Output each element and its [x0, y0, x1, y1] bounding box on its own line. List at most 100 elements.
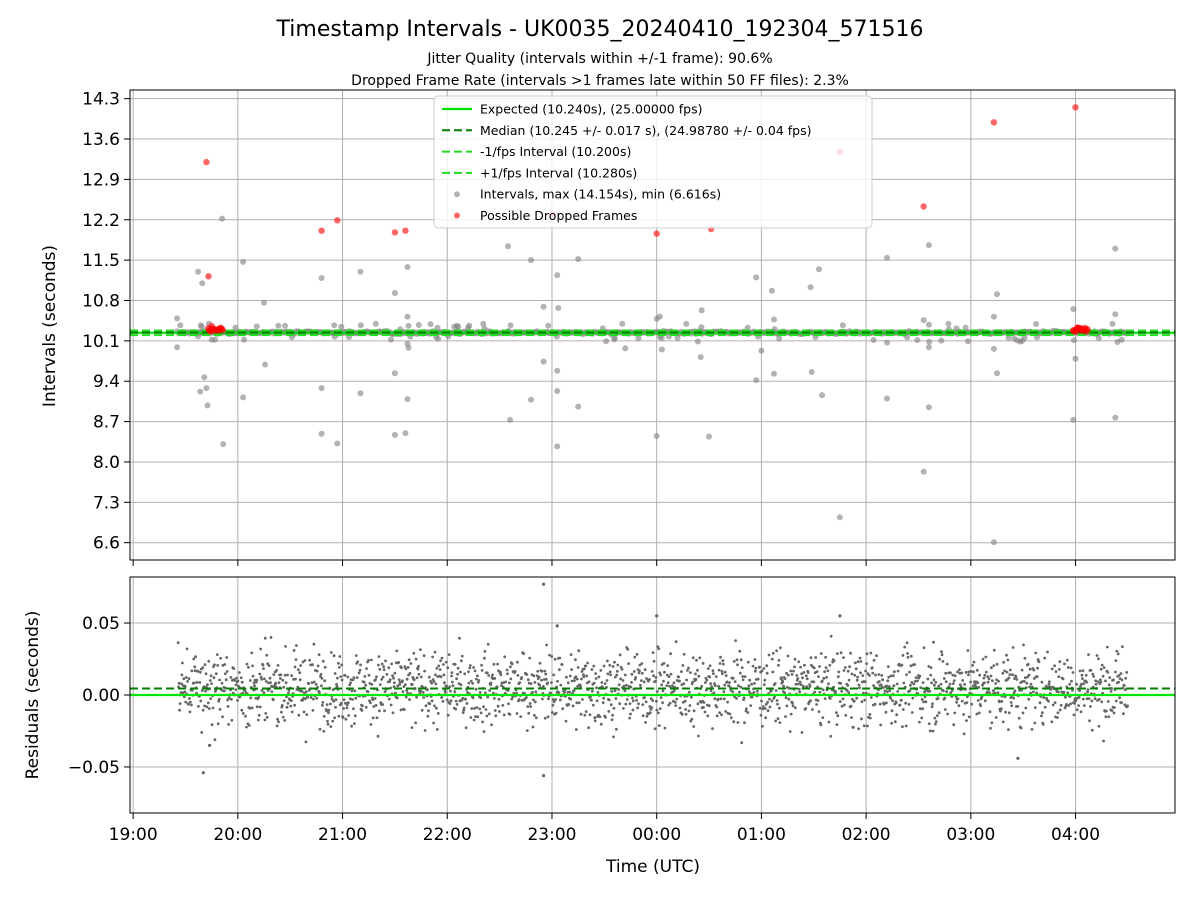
residual-point: [499, 670, 502, 674]
residual-point: [839, 651, 843, 655]
residual-point: [232, 667, 236, 670]
residual-point: [402, 708, 406, 711]
residual-point: [192, 657, 196, 661]
residual-point: [236, 699, 239, 702]
residual-point: [1015, 678, 1019, 681]
residual-point: [195, 691, 198, 695]
residual-point: [701, 662, 705, 665]
residual-point: [1114, 670, 1117, 674]
residual-point: [309, 696, 313, 699]
residual-point: [900, 698, 903, 702]
interval-outlier-point: [203, 385, 210, 392]
residual-point: [592, 681, 596, 685]
residual-point: [886, 679, 890, 683]
residual-point: [946, 712, 949, 716]
residual-point: [487, 712, 491, 716]
residual-point: [370, 683, 374, 686]
residual-point: [258, 672, 262, 676]
residual-point: [280, 704, 284, 707]
residual-point: [791, 702, 794, 705]
residual-point: [370, 658, 373, 662]
residual-point: [847, 691, 851, 695]
residual-point: [332, 699, 336, 703]
residual-point: [218, 678, 222, 682]
residual-point: [753, 658, 757, 661]
residual-point: [858, 656, 862, 660]
residual-point: [746, 660, 750, 664]
residual-point: [898, 703, 902, 707]
residual-point: [862, 724, 866, 728]
residual-point: [427, 675, 431, 679]
residual-point: [866, 724, 869, 728]
interval-outlier-point: [658, 346, 665, 353]
residual-point: [720, 669, 724, 673]
interval-outlier-point: [318, 275, 325, 281]
residual-point: [473, 669, 477, 673]
residual-point: [817, 675, 820, 678]
residual-point: [358, 668, 362, 672]
residual-point: [590, 689, 594, 693]
residual-point: [995, 662, 999, 666]
residual-point: [294, 677, 297, 681]
residual-point: [621, 679, 625, 682]
bottom-x-tick-label: 22:00: [423, 825, 472, 845]
residual-point: [318, 727, 322, 731]
residual-point: [658, 671, 662, 675]
residual-point: [544, 677, 548, 681]
residual-point: [1064, 695, 1067, 699]
residual-point: [864, 691, 868, 695]
residual-point: [579, 685, 582, 688]
residual-point: [731, 676, 735, 680]
residual-point: [1004, 710, 1007, 714]
residual-point: [326, 722, 330, 726]
interval-outlier-point: [622, 345, 629, 352]
residual-point: [455, 677, 458, 681]
residual-point: [767, 653, 771, 657]
residual-point: [611, 713, 614, 717]
residual-point: [1066, 666, 1070, 669]
residual-point: [770, 657, 774, 661]
residual-point: [623, 673, 627, 677]
residual-point: [200, 731, 204, 734]
residual-point: [696, 668, 699, 672]
residual-point: [432, 721, 435, 725]
residual-point: [1090, 699, 1094, 703]
residual-point: [1042, 696, 1046, 699]
residual-point: [908, 689, 912, 693]
residual-point: [443, 681, 446, 685]
residual-point: [178, 708, 182, 712]
residual-point: [809, 656, 813, 660]
residual-point: [271, 698, 275, 702]
residual-point: [507, 702, 510, 706]
residual-point: [1091, 672, 1095, 676]
residual-point: [574, 728, 578, 731]
residual-point: [994, 716, 998, 719]
residual-point: [909, 664, 913, 668]
residual-point: [766, 709, 770, 713]
residual-point: [437, 664, 441, 668]
residual-point: [284, 645, 287, 648]
interval-outlier-point: [920, 468, 927, 475]
residual-point: [449, 699, 453, 703]
residual-point: [369, 723, 373, 726]
residual-point: [1025, 681, 1029, 685]
residual-point: [485, 671, 489, 675]
residual-point: [268, 676, 272, 680]
residual-point: [787, 687, 791, 690]
bottom-x-tick-label: 04:00: [1051, 825, 1100, 845]
residual-point: [473, 707, 476, 710]
residual-point: [750, 695, 754, 699]
residual-point: [816, 699, 820, 702]
residual-point: [999, 709, 1002, 713]
residual-point: [1008, 673, 1012, 676]
residual-point: [877, 680, 881, 683]
residual-point: [293, 703, 296, 707]
residual-point: [1097, 697, 1101, 701]
residual-point: [755, 689, 759, 693]
residual-point: [442, 673, 446, 677]
residual-point: [635, 653, 639, 656]
top-y-tick-label: 11.5: [82, 251, 120, 271]
residual-point: [570, 679, 574, 683]
residual-point: [686, 669, 689, 672]
residual-point: [656, 690, 659, 693]
